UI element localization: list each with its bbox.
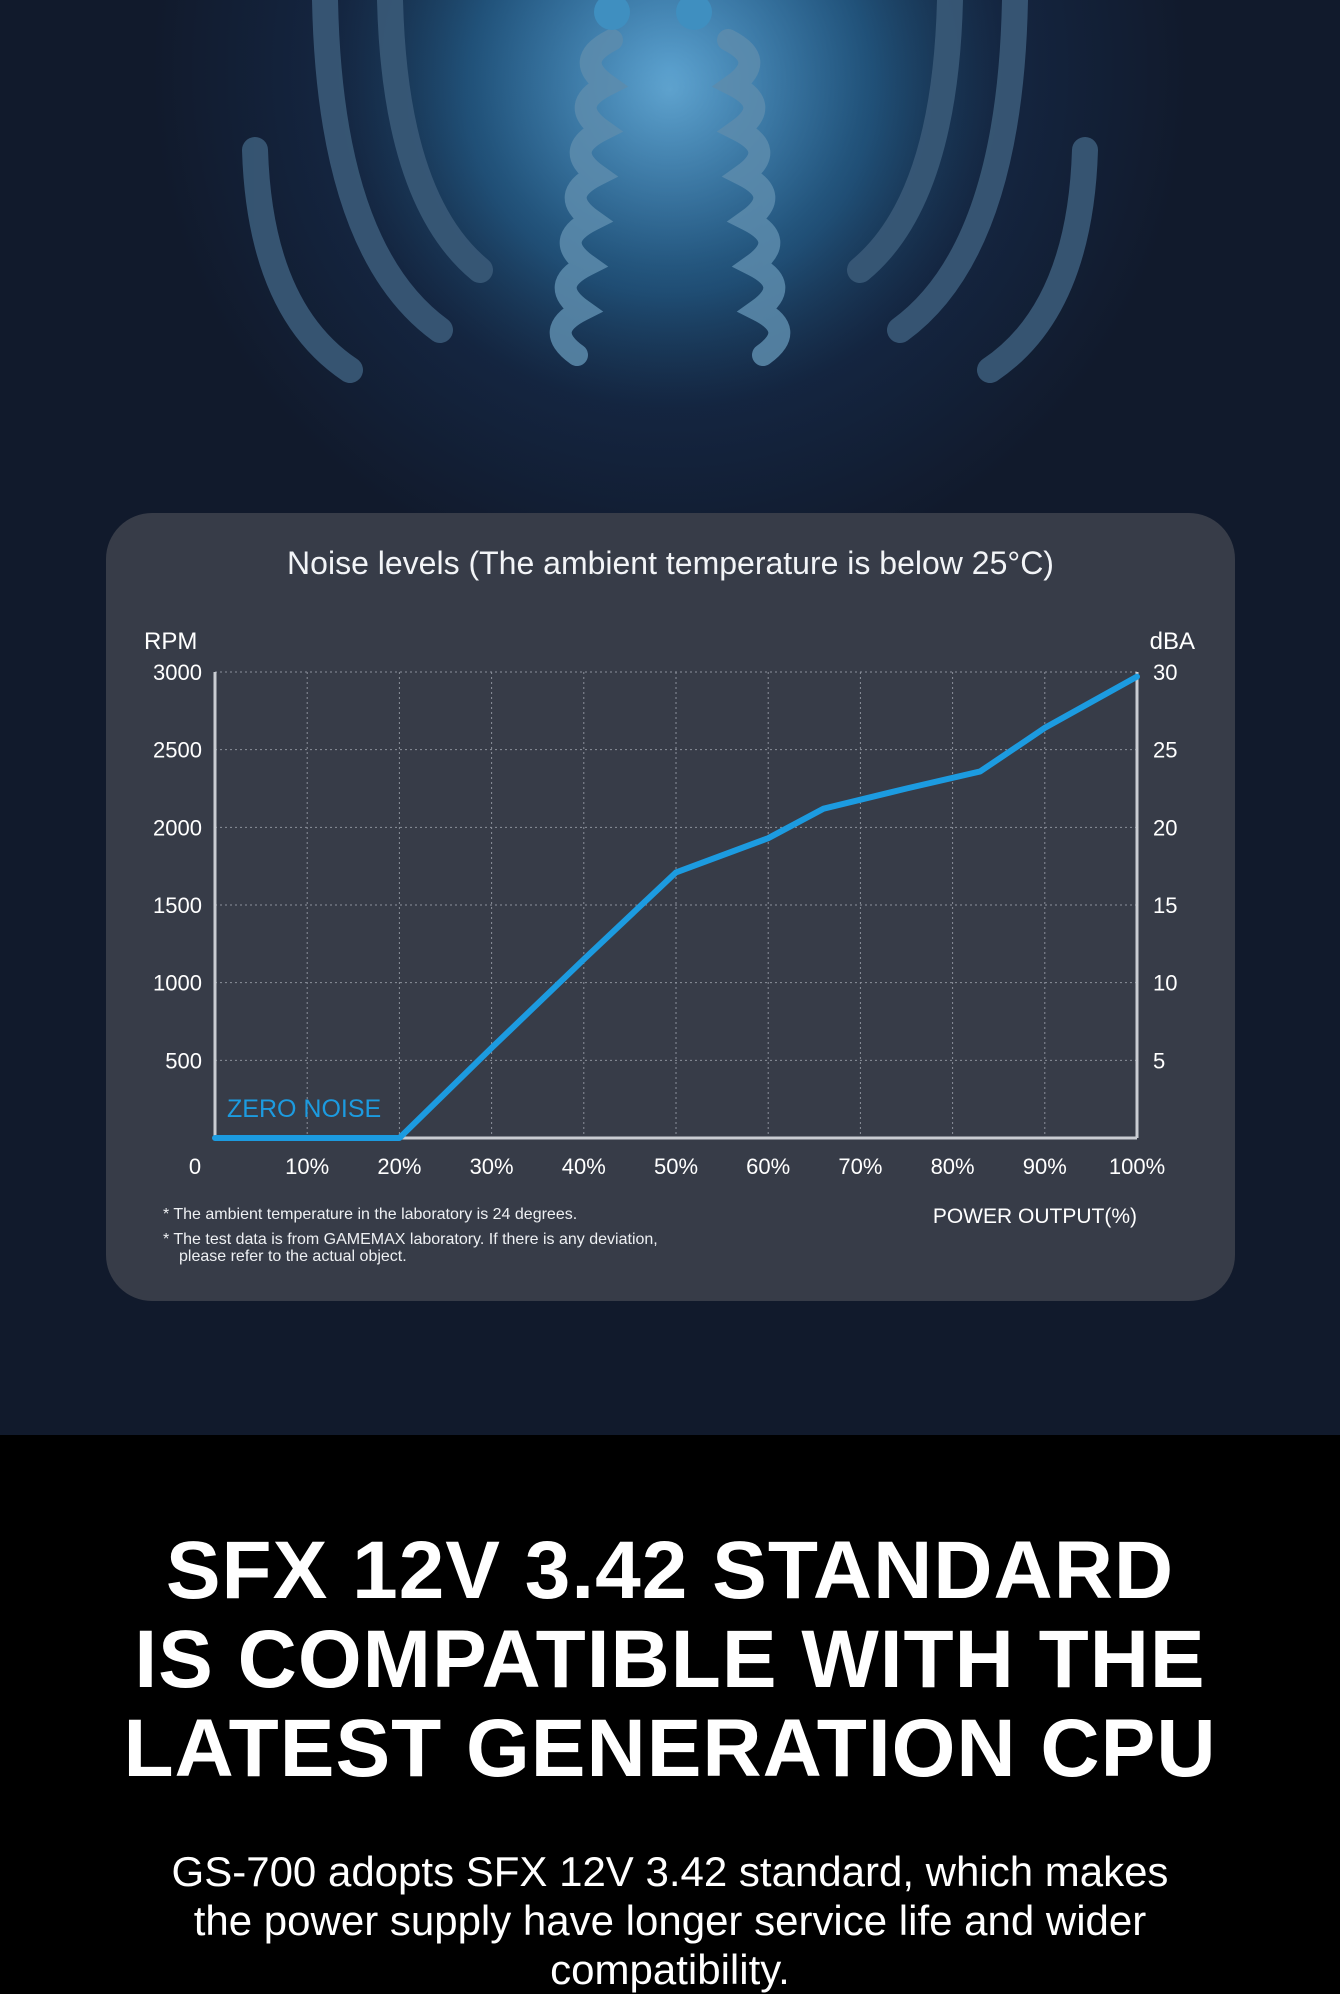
x-origin-label: 0 xyxy=(189,1154,201,1179)
noise-chart: RPM dBA 0 ZERO NOISE POWER OUTPUT(%) 500… xyxy=(144,628,1195,1228)
y-tick-label-right: 30 xyxy=(1153,660,1177,685)
y-axis-label-dba: dBA xyxy=(1150,628,1195,655)
description-line-1: GS-700 adopts SFX 12V 3.42 standard, whi… xyxy=(171,1848,1169,1895)
series-line xyxy=(212,673,1140,1141)
fan-grille-image xyxy=(242,0,1098,520)
y-axis-label-rpm: RPM xyxy=(144,628,197,655)
y-tick-label-left: 1500 xyxy=(153,893,202,918)
x-tick-label: 30% xyxy=(470,1154,514,1179)
y-tick-label-right: 10 xyxy=(1153,971,1177,996)
x-tick-label: 40% xyxy=(562,1154,606,1179)
section-headline: SFX 12V 3.42 STANDARD IS COMPATIBLE WITH… xyxy=(0,1526,1340,1793)
hero-section: Noise levels (The ambient temperature is… xyxy=(0,0,1340,1435)
x-tick-label: 100% xyxy=(1109,1154,1165,1179)
x-tick-label: 80% xyxy=(931,1154,975,1179)
x-tick-label: 50% xyxy=(654,1154,698,1179)
y-tick-label-right: 15 xyxy=(1153,893,1177,918)
y-tick-label-right: 20 xyxy=(1153,815,1177,840)
y-tick-label-left: 500 xyxy=(165,1048,202,1073)
footnote-ambient: * The ambient temperature in the laborat… xyxy=(163,1206,578,1223)
chart-title: Noise levels (The ambient temperature is… xyxy=(287,545,1054,581)
annotation-zero-noise: ZERO NOISE xyxy=(227,1095,381,1123)
x-axis-title: POWER OUTPUT(%) xyxy=(933,1205,1137,1228)
y-tick-label-left: 2500 xyxy=(153,738,202,763)
section-description: GS-700 adopts SFX 12V 3.42 standard, whi… xyxy=(0,1847,1340,1994)
y-tick-label-left: 2000 xyxy=(153,815,202,840)
headline-line-2: IS COMPATIBLE WITH THE xyxy=(134,1614,1206,1705)
noise-chart-panel: Noise levels (The ambient temperature is… xyxy=(106,513,1235,1301)
x-tick-label: 60% xyxy=(746,1154,790,1179)
y-tick-label-left: 1000 xyxy=(153,971,202,996)
x-tick-label: 10% xyxy=(285,1154,329,1179)
footnote-source: * The test data is from GAMEMAX laborato… xyxy=(163,1231,658,1248)
grid xyxy=(213,671,1139,1140)
footnote-source-cont: please refer to the actual object. xyxy=(179,1248,407,1265)
headline-line-3: LATEST GENERATION CPU xyxy=(123,1703,1217,1794)
description-line-2: the power supply have longer service lif… xyxy=(193,1897,1147,1944)
x-tick-label: 70% xyxy=(838,1154,882,1179)
x-tick-label: 90% xyxy=(1023,1154,1067,1179)
y-tick-label-right: 25 xyxy=(1153,738,1177,763)
compatibility-section: SFX 12V 3.42 STANDARD IS COMPATIBLE WITH… xyxy=(0,1435,1340,1993)
y-tick-label-right: 5 xyxy=(1153,1048,1165,1073)
headline-line-1: SFX 12V 3.42 STANDARD xyxy=(165,1525,1175,1616)
x-tick-label: 20% xyxy=(377,1154,421,1179)
y-tick-label-left: 3000 xyxy=(153,660,202,685)
